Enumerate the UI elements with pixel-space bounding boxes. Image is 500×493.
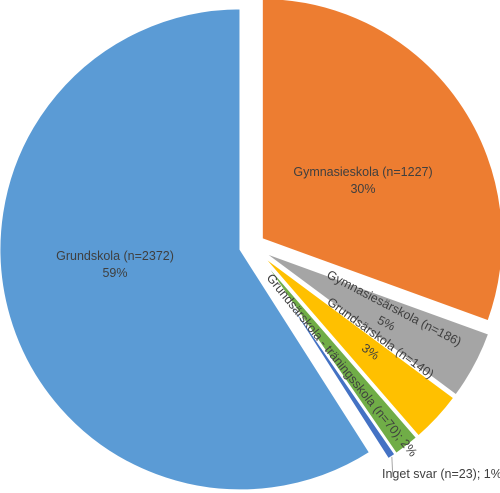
label-gymnasieskola: Gymnasieskola (n=1227) (293, 165, 432, 179)
label-grundskola: Grundskola (n=2372) (56, 249, 174, 263)
label-group-grundskola: Grundskola (n=2372) 59% (56, 249, 174, 280)
label-group-gymnasieskola: Gymnasieskola (n=1227) 30% (293, 165, 432, 196)
percent-gymnasieskola: 30% (350, 182, 375, 196)
leader-line-inget-svar (391, 456, 394, 477)
label-inget-svar: Inget svar (n=23); 1% (382, 467, 500, 481)
slice-grundskola (0, 7, 372, 492)
slice-gymnasieskola (260, 0, 500, 323)
percent-grundskola: 59% (102, 266, 127, 280)
slice-gymnasiesärskola (261, 250, 491, 397)
slice-grundsärskola (260, 253, 456, 438)
